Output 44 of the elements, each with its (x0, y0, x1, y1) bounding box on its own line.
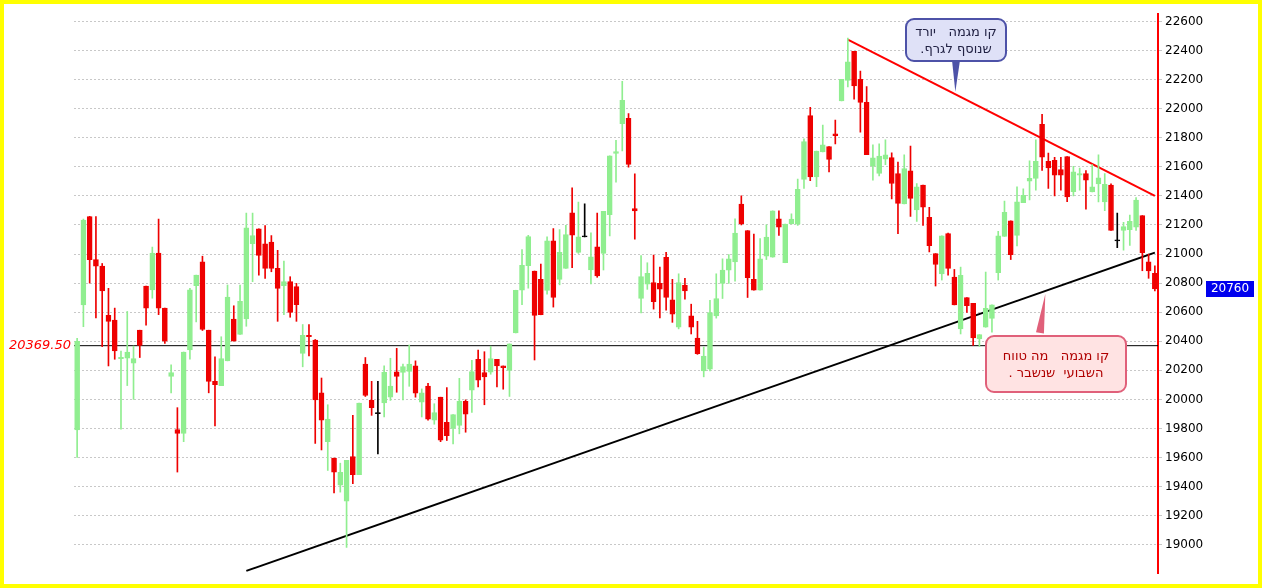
y-tick-label: 22400 (1165, 42, 1204, 57)
candlestick (581, 203, 588, 238)
text: 20760 (1210, 281, 1250, 296)
y-tick-label: 19400 (1165, 478, 1204, 493)
candlestick (1058, 157, 1064, 191)
candlestick (832, 119, 839, 145)
candlestick (168, 364, 174, 394)
candlestick (93, 216, 99, 319)
candlestick (193, 274, 200, 323)
y-tick-label: 20400 (1165, 333, 1204, 348)
candlestick (1114, 212, 1121, 248)
y-tick-label: 21800 (1165, 129, 1204, 144)
ref-line-label: 20369.50 (8, 337, 71, 353)
candlestick (500, 365, 507, 390)
y-tick-label: 19000 (1165, 536, 1204, 551)
candlestick (124, 311, 131, 386)
candlestick (212, 356, 218, 427)
y-tick-label: 21200 (1165, 217, 1204, 232)
y-tick-label: 21400 (1165, 188, 1204, 203)
candlestick (1089, 164, 1096, 193)
candlestick (751, 233, 757, 291)
y-tick-label: 19800 (1165, 420, 1204, 435)
y-tick-label: 20800 (1165, 275, 1204, 290)
y-tick-label: 19200 (1165, 507, 1204, 522)
candlestick (657, 266, 663, 319)
annotation: קו מגמה מה טווח השבועי שנשבר . (1001, 347, 1111, 381)
candlestick (281, 260, 287, 315)
candlestick (400, 363, 406, 401)
candlestick (631, 173, 638, 240)
y-tick-label: 20000 (1165, 391, 1204, 406)
y-tick-label: 20200 (1165, 362, 1204, 377)
y-tick-label: 20600 (1165, 304, 1204, 319)
annotation: קו מגמה יורד שנוסף לגרף. (914, 23, 998, 57)
y-tick-label: 19600 (1165, 449, 1204, 464)
y-tick-label: 22200 (1165, 71, 1204, 86)
candlestick (406, 344, 413, 387)
candlestick (1083, 170, 1089, 210)
candlestick (870, 144, 876, 181)
y-tick-label: 21000 (1165, 246, 1204, 261)
candlestick (393, 348, 400, 393)
y-tick-label: 22000 (1165, 100, 1204, 115)
y-tick-label: 21600 (1165, 158, 1204, 173)
candlestick (613, 139, 619, 183)
y-tick-label: 22600 (1165, 13, 1204, 28)
